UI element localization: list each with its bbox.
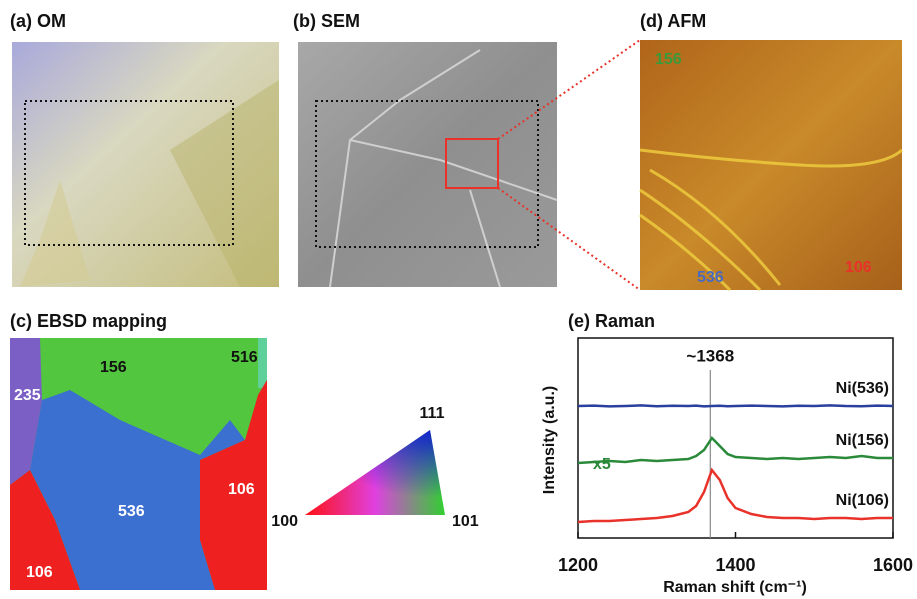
series-label: Ni(536)	[836, 380, 889, 397]
panel-title: (e) Raman	[568, 311, 655, 331]
ebsd-label: 235	[14, 387, 41, 404]
x-tick-label: 1200	[558, 555, 598, 575]
ipf-triangle	[305, 430, 445, 515]
afm-label: 536	[697, 269, 724, 286]
panel-title: (c) EBSD mapping	[10, 311, 167, 331]
ebsd-grain	[258, 338, 267, 388]
ipf-label: 111	[420, 405, 445, 422]
x-tick-label: 1400	[715, 555, 755, 575]
figure: (a) OM (b) SEM (d) AFM 156 536 106 (c) E…	[0, 0, 917, 599]
ebsd-label: 516	[231, 349, 258, 366]
page: (a) OM (b) SEM (d) AFM 156 536 106 (c) E…	[0, 0, 917, 599]
x-tick-label: 1600	[873, 555, 913, 575]
ebsd-label: 536	[118, 503, 145, 520]
ipf-label: 101	[452, 513, 479, 530]
ipf-label: 100	[271, 513, 298, 530]
scale-note: x5	[593, 456, 611, 473]
series-label: Ni(106)	[836, 492, 889, 509]
ebsd-label: 106	[228, 481, 255, 498]
ebsd-label: 106	[26, 564, 53, 581]
y-axis-label: Intensity (a.u.)	[541, 386, 558, 494]
panel-title: (d) AFM	[640, 11, 706, 31]
x-axis-label: Raman shift (cm⁻¹)	[663, 579, 807, 596]
panel-title: (a) OM	[10, 11, 66, 31]
afm-label: 106	[845, 259, 872, 276]
peak-label: ~1368	[686, 346, 734, 365]
series-line	[578, 405, 893, 406]
series-label: Ni(156)	[836, 432, 889, 449]
panel-title: (b) SEM	[293, 11, 360, 31]
sem-image	[298, 42, 557, 287]
afm-label: 156	[655, 51, 682, 68]
ebsd-label: 156	[100, 359, 127, 376]
